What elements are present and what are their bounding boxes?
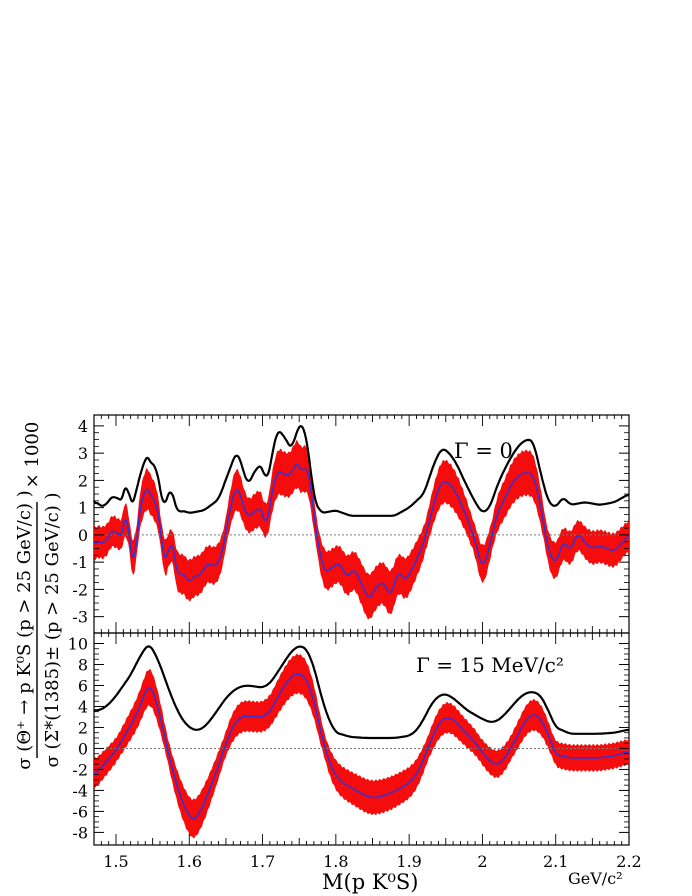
top-annotation: Γ = 0: [454, 439, 513, 463]
x-tick-label: 2.1: [543, 852, 568, 871]
x-tick-label: 2: [477, 852, 487, 871]
top-upper-limit-line: [93, 425, 630, 517]
x-axis-unit: GeV/c²: [568, 869, 623, 888]
x-tick-label: 1.7: [250, 852, 275, 871]
y-tick-label: 2: [78, 718, 88, 737]
y-tick-label: -8: [72, 823, 88, 842]
y-tick-label: 1: [78, 499, 88, 518]
y-tick-label: 0: [78, 739, 88, 758]
y-axis-title: σ (Θ⁺ → p K⁰S (p > 25 GeV/c) ) σ (Σ*(138…: [14, 422, 63, 770]
top-yaxis-ticks: -3 -2 -1 0 1 2 3 4: [72, 417, 629, 627]
y-axis-title-denominator: σ (Σ*(1385)± (p > 25 GeV/c) ): [42, 492, 63, 767]
y-tick-label: 2: [78, 471, 88, 490]
x-tick-label: 1.5: [103, 852, 128, 871]
y-tick-label: 3: [78, 444, 88, 463]
y-tick-label: -3: [72, 608, 88, 627]
top-xaxis-ticks: [93, 415, 630, 633]
bottom-panel: -8 -6 -4 -2 0 2 4 6 8 10 1.5 1.6 1.7 1.8 1.9 2 2.1 2.2 Γ…: [68, 632, 642, 871]
y-tick-label: 4: [78, 697, 88, 716]
y-tick-label: -2: [72, 760, 88, 779]
top-band-group: [94, 440, 629, 620]
y-tick-label: -6: [72, 802, 88, 821]
y-tick-label: 10: [68, 634, 88, 653]
y-tick-label: -1: [72, 553, 88, 572]
bottom-annotation: Γ = 15 MeV/c²: [416, 653, 564, 677]
bottom-band-group: [94, 653, 629, 839]
top-uncertainty-band: [94, 440, 629, 620]
y-tick-label: 0: [78, 526, 88, 545]
y-axis-title-factor: × 1000: [22, 422, 43, 489]
y-tick-label: 6: [78, 676, 88, 695]
bottom-yaxis-ticks: -8 -6 -4 -2 0 2 4 6 8 10: [68, 634, 629, 842]
bot-central-value-line: [93, 673, 630, 820]
top-central-value-line: [93, 463, 630, 598]
bot-upper-limit-line: [93, 645, 630, 740]
top-lines-group: [93, 425, 630, 598]
bottom-lines-group: [93, 645, 630, 820]
bot-uncertainty-band: [94, 653, 629, 839]
x-tick-label: 1.6: [177, 852, 202, 871]
y-tick-label: 8: [78, 655, 88, 674]
x-tick-label: 1.8: [323, 852, 348, 871]
x-tick-label: 1.9: [396, 852, 421, 871]
x-tick-label: 2.2: [616, 852, 641, 871]
x-axis-title: M(p K⁰S): [322, 870, 419, 894]
y-tick-label: -2: [72, 580, 88, 599]
y-axis-title-numerator: σ (Θ⁺ → p K⁰S (p > 25 GeV/c) ): [14, 490, 35, 769]
y-tick-label: 4: [78, 417, 88, 436]
y-tick-label: -4: [72, 781, 88, 800]
bottom-xaxis-ticks: 1.5 1.6 1.7 1.8 1.9 2 2.1 2.2: [93, 633, 642, 871]
top-panel: -3 -2 -1 0 1 2 3 4 Γ = 0: [72, 414, 630, 634]
